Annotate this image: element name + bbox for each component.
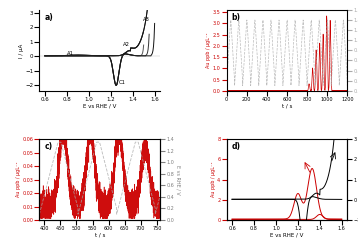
- X-axis label: t / s: t / s: [95, 233, 105, 238]
- Text: C1: C1: [118, 80, 125, 84]
- X-axis label: t / s: t / s: [282, 104, 292, 108]
- Text: d): d): [231, 142, 240, 152]
- Text: A2: A2: [123, 42, 130, 47]
- Y-axis label: I / μA: I / μA: [19, 43, 24, 58]
- Text: c): c): [44, 142, 52, 152]
- Y-axis label: Au ppb / μgL⁻¹: Au ppb / μgL⁻¹: [16, 162, 21, 197]
- X-axis label: E vs RHE / V: E vs RHE / V: [270, 233, 304, 238]
- Text: A1: A1: [67, 50, 74, 56]
- Text: a): a): [44, 13, 53, 22]
- X-axis label: E vs RHE / V: E vs RHE / V: [83, 104, 116, 108]
- Text: b): b): [231, 13, 240, 22]
- Text: A3: A3: [142, 17, 149, 22]
- Y-axis label: E vs RHE / V: E vs RHE / V: [175, 165, 180, 194]
- Y-axis label: Au ppb / μgL⁻¹: Au ppb / μgL⁻¹: [211, 162, 216, 197]
- Y-axis label: Au ppb / μgL⁻¹: Au ppb / μgL⁻¹: [206, 33, 211, 68]
